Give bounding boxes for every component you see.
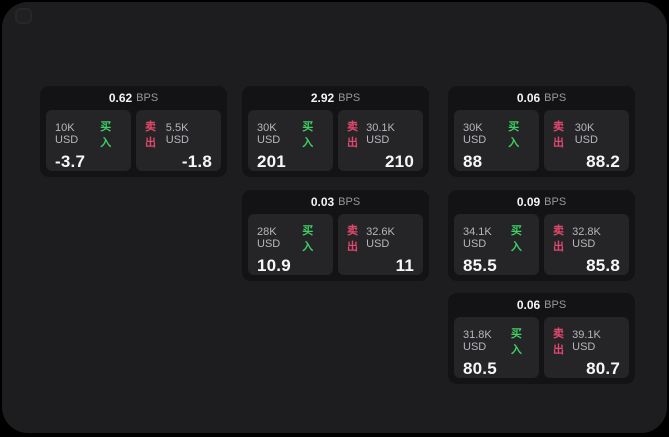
card-body: 34.1K USD 买入 85.5 -3.1 卖出 32.8K USD 85.8… xyxy=(448,214,635,281)
buy-side-label: 买入 xyxy=(510,328,522,356)
card-header: 0.06 BPS xyxy=(448,293,635,317)
buy-tile[interactable]: 30K USD 买入 201 -188.1 xyxy=(248,110,333,171)
buy-tile-top: 10K USD 买入 xyxy=(55,118,122,150)
buy-tile-top: 31.8K USD 买入 xyxy=(463,325,530,357)
sell-side-label: 卖出 xyxy=(553,225,564,253)
sell-price: 80.7 xyxy=(586,359,620,378)
sell-tile[interactable]: 卖出 32.8K USD 85.8 3.0 xyxy=(544,214,629,275)
buy-amount: 34.1K USD xyxy=(463,226,492,250)
buy-side-label: 买入 xyxy=(100,121,112,149)
bps-unit-label: BPS xyxy=(338,92,361,104)
sell-tile-top: 卖出 32.8K USD xyxy=(553,222,620,254)
card-body: 30K USD 买入 201 -188.1 卖出 30.1K USD 210 1… xyxy=(242,110,429,177)
sell-side-label: 卖出 xyxy=(145,121,156,149)
buy-side-label: 买入 xyxy=(302,121,314,149)
card-header: 0.03 BPS xyxy=(242,190,429,214)
bps-value: 2.92 xyxy=(310,91,335,105)
spread-card: 2.92 BPS 30K USD 买入 201 -188.1 卖出 30.1K … xyxy=(242,86,429,177)
sell-tile[interactable]: 卖出 30K USD 88.2 4.7 xyxy=(544,110,629,171)
bps-value: 0.62 xyxy=(108,91,133,105)
bps-unit-label: BPS xyxy=(136,92,159,104)
buy-side-label: 买入 xyxy=(508,121,520,149)
buy-price: 85.5 xyxy=(463,256,497,275)
bps-value: 0.09 xyxy=(516,195,541,209)
sell-price: 11 xyxy=(395,256,414,275)
buy-tile[interactable]: 28K USD 买入 10.9 1.3 xyxy=(248,214,333,275)
card-body: 10K USD 买入 -3.7 4.3 卖出 5.5K USD -1.8 -2.… xyxy=(40,110,227,177)
sell-tile-top: 卖出 39.1K USD xyxy=(553,325,620,357)
card-body: 30K USD 买入 88 -4.9 卖出 30K USD 88.2 4.7 xyxy=(448,110,635,177)
card-header: 0.09 BPS xyxy=(448,190,635,214)
bps-unit-label: BPS xyxy=(338,196,361,208)
buy-amount: 30K USD xyxy=(257,122,281,146)
sell-amount: 39.1K USD xyxy=(572,329,601,353)
buy-amount: 31.8K USD xyxy=(463,329,492,353)
spread-card: 0.06 BPS 30K USD 买入 88 -4.9 卖出 30K USD 8… xyxy=(448,86,635,177)
buy-amount: 30K USD xyxy=(463,122,487,146)
sell-side-label: 卖出 xyxy=(347,121,358,149)
spread-card: 0.62 BPS 10K USD 买入 -3.7 4.3 卖出 5.5K USD… xyxy=(40,86,227,177)
sell-tile[interactable]: 卖出 5.5K USD -1.8 -2.6 xyxy=(136,110,221,171)
buy-price: 201 xyxy=(257,152,286,171)
buy-tile[interactable]: 31.8K USD 买入 80.5 -10.8 xyxy=(454,317,539,378)
card-header: 2.92 BPS xyxy=(242,86,429,110)
sell-price: 88.2 xyxy=(586,152,620,171)
bps-value: 0.06 xyxy=(516,91,541,105)
buy-tile-top: 28K USD 买入 xyxy=(257,222,324,254)
buy-side-label: 买入 xyxy=(302,225,314,253)
bps-value: 0.03 xyxy=(310,195,335,209)
buy-tile[interactable]: 30K USD 买入 88 -4.9 xyxy=(454,110,539,171)
sell-amount: 5.5K USD xyxy=(165,122,190,146)
spread-card: 0.06 BPS 31.8K USD 买入 80.5 -10.8 卖出 39.1… xyxy=(448,293,635,384)
bps-unit-label: BPS xyxy=(544,299,567,311)
sell-side-label: 卖出 xyxy=(553,328,564,356)
card-header: 0.06 BPS xyxy=(448,86,635,110)
spread-card: 0.09 BPS 34.1K USD 买入 85.5 -3.1 卖出 32.8K… xyxy=(448,190,635,281)
buy-side-label: 买入 xyxy=(510,225,522,253)
sell-tile-top: 卖出 30K USD xyxy=(553,118,620,150)
card-header: 0.62 BPS xyxy=(40,86,227,110)
sell-amount: 32.8K USD xyxy=(572,226,601,250)
buy-amount: 10K USD xyxy=(55,122,79,146)
sell-price: 210 xyxy=(385,152,414,171)
bps-value: 0.06 xyxy=(516,298,541,312)
sell-tile-top: 卖出 32.6K USD xyxy=(347,222,414,254)
sell-tile[interactable]: 卖出 32.6K USD 11 -1.8 xyxy=(338,214,423,275)
buy-tile-top: 30K USD 买入 xyxy=(463,118,530,150)
buy-tile-top: 34.1K USD 买入 xyxy=(463,222,530,254)
sell-tile-top: 卖出 30.1K USD xyxy=(347,118,414,150)
sell-tile-top: 卖出 5.5K USD xyxy=(145,118,212,150)
buy-tile[interactable]: 34.1K USD 买入 85.5 -3.1 xyxy=(454,214,539,275)
buy-tile[interactable]: 10K USD 买入 -3.7 4.3 xyxy=(46,110,131,171)
sell-amount: 30K USD xyxy=(574,122,598,146)
buy-amount: 28K USD xyxy=(257,226,281,250)
sell-amount: 32.6K USD xyxy=(366,226,395,250)
sell-tile[interactable]: 卖出 39.1K USD 80.7 10.2 xyxy=(544,317,629,378)
buy-price: -3.7 xyxy=(55,152,86,171)
spread-card: 0.03 BPS 28K USD 买入 10.9 1.3 卖出 32.6K US… xyxy=(242,190,429,281)
sell-tile[interactable]: 卖出 30.1K USD 210 196.5 xyxy=(338,110,423,171)
card-body: 28K USD 买入 10.9 1.3 卖出 32.6K USD 11 -1.8 xyxy=(242,214,429,281)
buy-price: 88 xyxy=(463,152,483,171)
sell-side-label: 卖出 xyxy=(347,225,358,253)
buy-price: 80.5 xyxy=(463,359,497,378)
sell-price: -1.8 xyxy=(181,152,212,171)
sell-price: 85.8 xyxy=(586,256,620,275)
sell-amount: 30.1K USD xyxy=(366,122,395,146)
bps-unit-label: BPS xyxy=(544,196,567,208)
sell-side-label: 卖出 xyxy=(553,121,564,149)
buy-tile-top: 30K USD 买入 xyxy=(257,118,324,150)
card-body: 31.8K USD 买入 80.5 -10.8 卖出 39.1K USD 80.… xyxy=(448,317,635,384)
menu-icon[interactable] xyxy=(15,8,32,24)
buy-price: 10.9 xyxy=(257,256,291,275)
bps-unit-label: BPS xyxy=(544,92,567,104)
